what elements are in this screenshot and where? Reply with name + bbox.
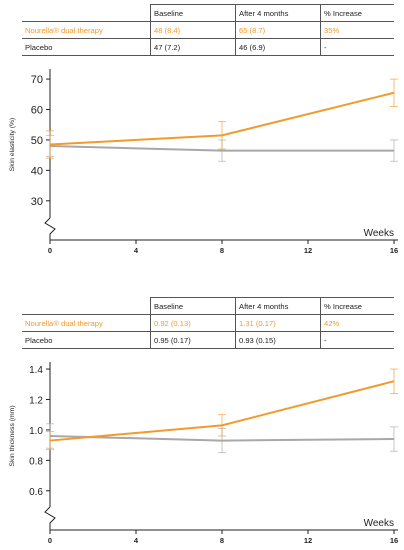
table-row: Nourella® dual therapy 48 (8.4) 65 (8.7)… xyxy=(22,21,394,39)
x-tick-label: 12 xyxy=(304,246,312,255)
x-tick-label: 4 xyxy=(134,536,139,545)
table-cell: 0.92 (0.13) xyxy=(150,314,236,332)
table-row: Placebo 0.95 (0.17) 0.93 (0.15) - xyxy=(22,331,394,349)
series-line xyxy=(49,145,394,152)
skin-elasticity-chart: 30 40 50 60 70 0 4 8 12 16 Weeks Skin elasticity (%… xyxy=(9,69,398,255)
table-cell: 0.93 (0.15) xyxy=(235,331,321,349)
table-header-cell: After 4 months xyxy=(235,297,321,315)
table-cell: Nourella® dual therapy xyxy=(22,21,151,39)
x-tick-label: 8 xyxy=(220,246,224,255)
table-header-cell: After 4 months xyxy=(235,4,321,22)
table-header-cell: % Increase xyxy=(320,4,394,22)
y-axis-label: Skin elasticity (%) xyxy=(9,118,16,172)
y-tick-label: 1.2 xyxy=(29,395,43,406)
table-header-cell: Baseline xyxy=(150,4,236,22)
table-cell: 48 (8.4) xyxy=(150,21,236,39)
table-cell: - xyxy=(320,38,394,56)
table-cell: 47 (7.2) xyxy=(150,38,236,56)
y-tick-label: 0.8 xyxy=(29,456,43,467)
x-tick-label: 16 xyxy=(390,536,398,545)
x-tick-label: 4 xyxy=(134,246,139,255)
y-axis-label: Skin thickness (mm) xyxy=(9,405,16,466)
table-cell: 1.31 (0.17) xyxy=(235,314,321,332)
x-tick-label: 0 xyxy=(48,246,52,255)
x-tick-label: 8 xyxy=(220,536,224,545)
table-cell: Placebo xyxy=(22,331,151,349)
y-tick-label: 30 xyxy=(31,196,43,208)
y-tick-label: 1.4 xyxy=(29,365,43,376)
y-tick-label: 60 xyxy=(31,105,43,117)
x-tick-label: 16 xyxy=(390,246,398,255)
series-line xyxy=(49,435,395,442)
table-cell: - xyxy=(320,331,394,349)
y-tick-label: 50 xyxy=(31,135,43,147)
table-header-cell: Baseline xyxy=(150,297,236,315)
table-row: Placebo 47 (7.2) 46 (6.9) - xyxy=(22,38,394,56)
y-tick-label: 0.6 xyxy=(29,487,43,498)
table-row: Nourella® dual therapy 0.92 (0.13) 1.31 … xyxy=(22,314,394,332)
table-cell: 0.95 (0.17) xyxy=(150,331,236,349)
axis-break-mark xyxy=(44,217,56,240)
table-header-row: Baseline After 4 months % Increase xyxy=(22,297,394,315)
x-axis-label: Weeks xyxy=(364,518,394,529)
results-table-elasticity: Baseline After 4 months % Increase Noure… xyxy=(22,4,394,56)
table-cell: 65 (8.7) xyxy=(235,21,321,39)
table-cell: Placebo xyxy=(22,38,151,56)
y-tick-label: 40 xyxy=(31,165,43,177)
series-line xyxy=(49,91,395,146)
table-cell: Nourella® dual therapy xyxy=(22,314,151,332)
axis-break-mark xyxy=(44,506,56,530)
table-cell: 46 (6.9) xyxy=(235,38,321,56)
table-header-row: Baseline After 4 months % Increase xyxy=(22,4,394,22)
y-tick-label: 1.0 xyxy=(29,426,43,437)
series-line xyxy=(49,380,395,442)
results-table-thickness: Baseline After 4 months % Increase Noure… xyxy=(22,297,394,349)
table-header-cell: % Increase xyxy=(320,297,394,315)
x-axis-label: Weeks xyxy=(364,228,394,239)
table-cell: 35% xyxy=(320,21,394,39)
x-tick-label: 0 xyxy=(48,536,52,545)
x-tick-label: 12 xyxy=(304,536,312,545)
table-cell: 42% xyxy=(320,314,394,332)
y-tick-label: 70 xyxy=(31,74,43,86)
